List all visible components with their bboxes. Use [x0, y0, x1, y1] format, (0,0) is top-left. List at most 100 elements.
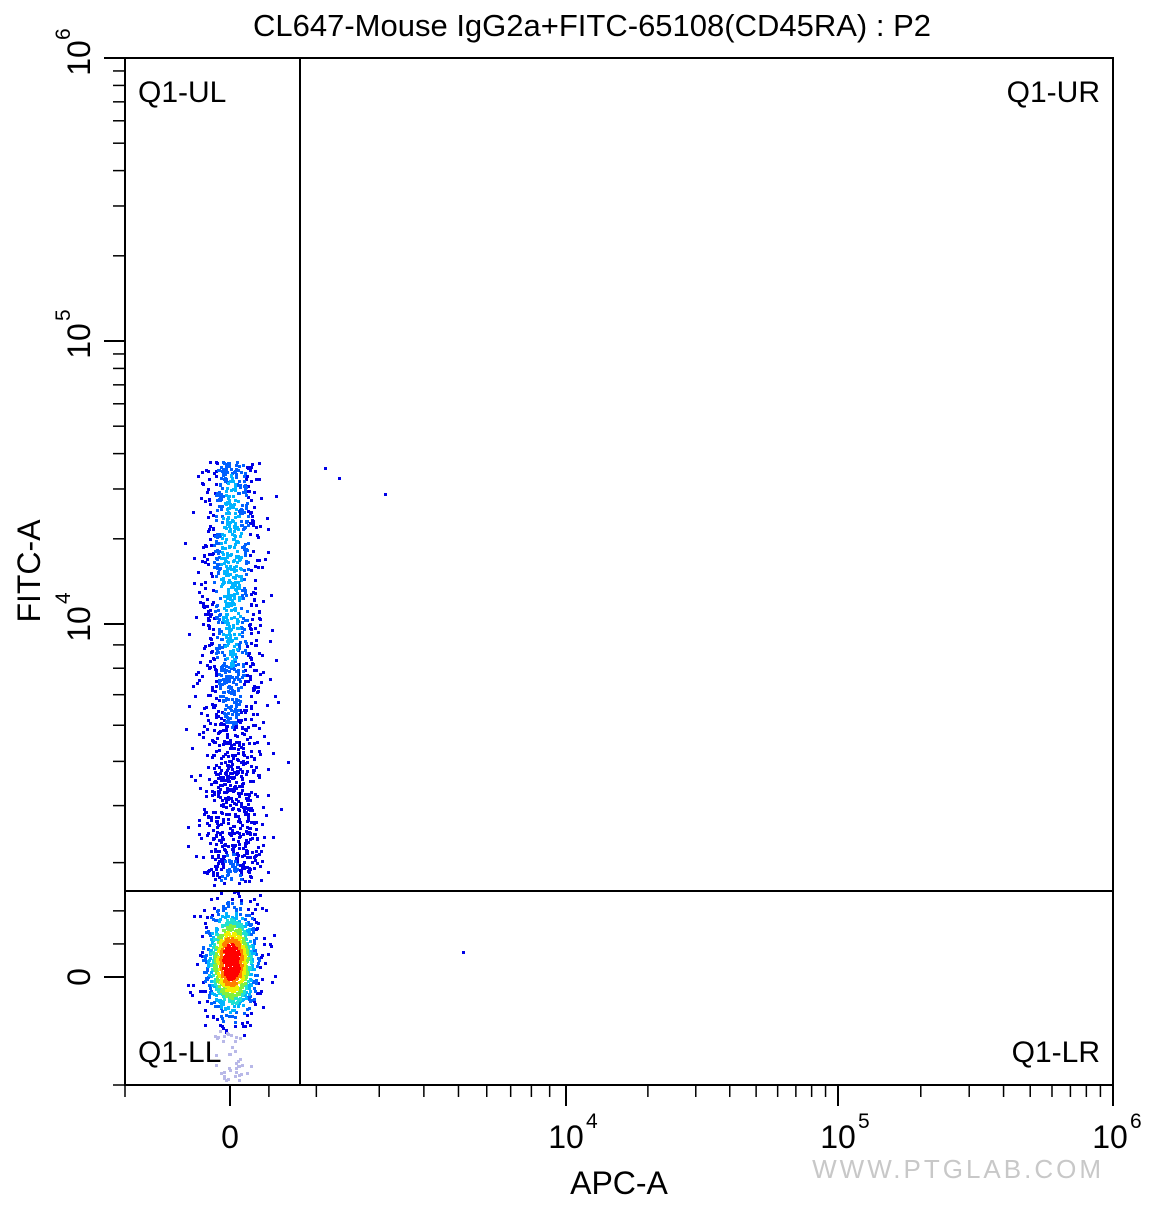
- event-dot: [197, 571, 200, 574]
- event-dot: [235, 982, 238, 985]
- event-dot: [198, 824, 201, 827]
- event-dot: [233, 530, 236, 533]
- event-dot: [233, 658, 236, 661]
- event-dot: [207, 719, 210, 722]
- event-dot: [222, 866, 225, 869]
- event-dot: [235, 574, 238, 577]
- event-dot: [206, 916, 209, 919]
- event-dot: [234, 499, 237, 502]
- event-dot: [199, 787, 202, 790]
- event-dot: [234, 942, 237, 945]
- event-dot: [214, 1035, 217, 1038]
- event-dot: [211, 914, 214, 917]
- event-dot: [222, 983, 225, 986]
- event-dot: [229, 784, 232, 787]
- event-dot: [209, 932, 212, 935]
- event-dot: [235, 971, 238, 974]
- event-dot: [229, 707, 232, 710]
- event-dot: [246, 856, 249, 859]
- event-dot: [234, 1021, 237, 1024]
- event-dot: [247, 933, 250, 936]
- event-dot: [261, 860, 264, 863]
- event-dot: [216, 850, 219, 853]
- event-dot: [267, 953, 270, 956]
- event-dot: [219, 567, 222, 570]
- event-dot: [229, 961, 232, 964]
- event-dot: [224, 557, 227, 560]
- event-dot: [209, 503, 212, 506]
- event-dot: [216, 872, 219, 875]
- event-dot: [212, 601, 215, 604]
- event-dot: [219, 535, 222, 538]
- event-dot: [240, 923, 243, 926]
- event-dot: [208, 498, 211, 501]
- event-dot: [216, 874, 219, 877]
- event-dot: [231, 763, 234, 766]
- event-dot: [217, 950, 220, 953]
- event-dot: [232, 568, 235, 571]
- event-dot: [203, 808, 206, 811]
- event-dot: [225, 939, 228, 942]
- event-dot: [225, 463, 228, 466]
- event-dot: [241, 932, 244, 935]
- event-dot: [234, 637, 237, 640]
- event-dot: [231, 863, 234, 866]
- event-dot: [234, 1016, 237, 1019]
- event-dot: [221, 964, 224, 967]
- event-dot: [218, 791, 221, 794]
- event-dot: [250, 765, 253, 768]
- event-dot: [233, 747, 236, 750]
- event-dot: [240, 968, 243, 971]
- event-dot: [250, 466, 253, 469]
- event-dot: [240, 985, 243, 988]
- event-dot: [215, 652, 218, 655]
- event-dot: [227, 706, 230, 709]
- event-dot: [231, 504, 234, 507]
- event-dot: [221, 925, 224, 928]
- event-dot: [250, 603, 253, 606]
- event-dot: [241, 855, 244, 858]
- event-dot: [228, 691, 231, 694]
- event-dot: [244, 1025, 247, 1028]
- event-dot: [240, 1073, 243, 1076]
- event-dot: [231, 533, 234, 536]
- event-dot: [242, 953, 245, 956]
- event-dot: [212, 918, 215, 921]
- event-dot: [213, 1001, 216, 1004]
- event-dot: [245, 494, 248, 497]
- event-dot: [242, 806, 245, 809]
- event-dot: [245, 965, 248, 968]
- event-dot: [235, 468, 238, 471]
- event-dot: [239, 535, 242, 538]
- event-dot: [232, 994, 235, 997]
- event-dot: [241, 631, 244, 634]
- event-dot: [234, 581, 237, 584]
- event-dot: [205, 926, 208, 929]
- event-dot: [202, 981, 205, 984]
- chart-title: CL647-Mouse IgG2a+FITC-65108(CD45RA) : P…: [253, 8, 931, 43]
- event-dot: [213, 791, 216, 794]
- event-dot: [231, 967, 234, 970]
- event-dot: [239, 957, 242, 960]
- event-dot: [274, 695, 277, 698]
- event-dot: [231, 800, 234, 803]
- event-dot: [237, 935, 240, 938]
- event-dot: [245, 968, 248, 971]
- event-dot: [230, 468, 233, 471]
- event-dot: [233, 786, 236, 789]
- event-dot: [260, 681, 263, 684]
- event-dot: [258, 776, 261, 779]
- event-dot: [237, 748, 240, 751]
- event-dot: [210, 816, 213, 819]
- event-dot: [202, 602, 205, 605]
- event-dot: [238, 981, 241, 984]
- event-dot: [259, 753, 262, 756]
- event-dot: [256, 992, 259, 995]
- event-dot: [264, 962, 267, 965]
- event-dot: [220, 557, 223, 560]
- event-dot: [251, 861, 254, 864]
- event-dot: [241, 726, 244, 729]
- event-dot: [222, 616, 225, 619]
- event-dot: [231, 829, 234, 832]
- event-dot: [221, 683, 224, 686]
